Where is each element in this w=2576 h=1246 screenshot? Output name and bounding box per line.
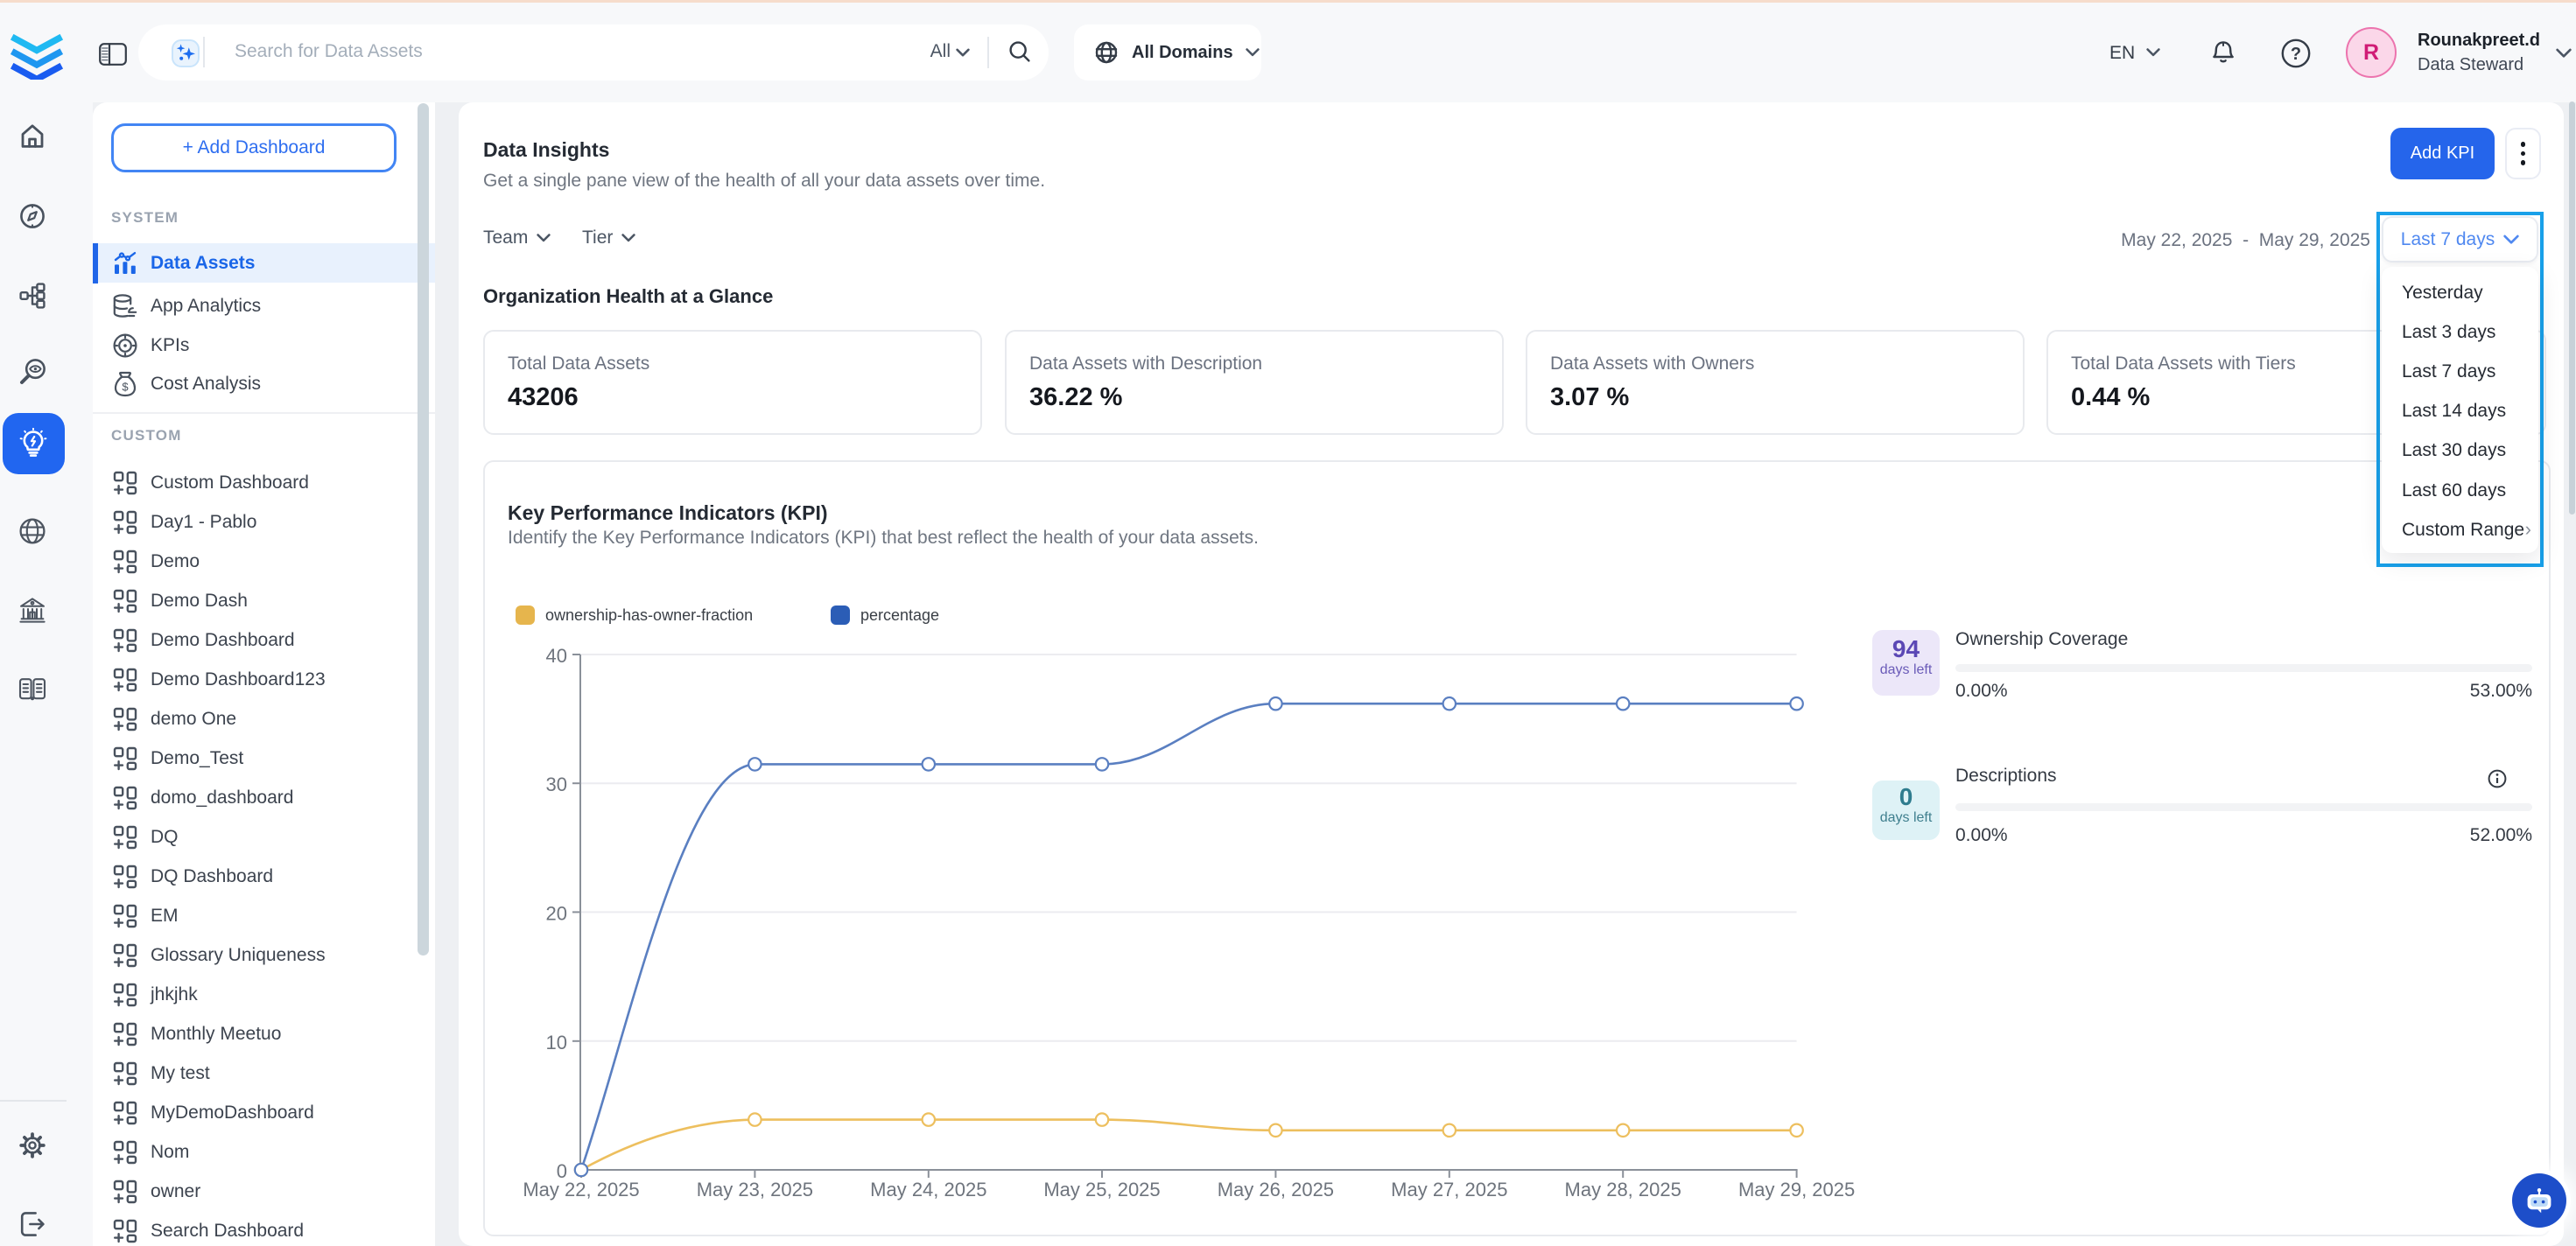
svg-text:May 22, 2025: May 22, 2025: [523, 1179, 639, 1200]
svg-text:$: $: [122, 380, 129, 393]
svg-text:May 26, 2025: May 26, 2025: [1218, 1179, 1334, 1200]
svg-text:40: 40: [546, 645, 567, 667]
svg-text:May 29, 2025: May 29, 2025: [1738, 1179, 1855, 1200]
svg-text:May 25, 2025: May 25, 2025: [1043, 1179, 1160, 1200]
svg-text:10: 10: [546, 1032, 567, 1054]
svg-text:May 28, 2025: May 28, 2025: [1565, 1179, 1681, 1200]
svg-text:May 27, 2025: May 27, 2025: [1391, 1179, 1507, 1200]
svg-text:30: 30: [546, 774, 567, 795]
svg-text:20: 20: [546, 902, 567, 924]
svg-text:0: 0: [557, 1160, 567, 1182]
svg-text:May 24, 2025: May 24, 2025: [870, 1179, 986, 1200]
svg-text:?: ?: [2291, 45, 2301, 64]
svg-text:May 23, 2025: May 23, 2025: [697, 1179, 813, 1200]
